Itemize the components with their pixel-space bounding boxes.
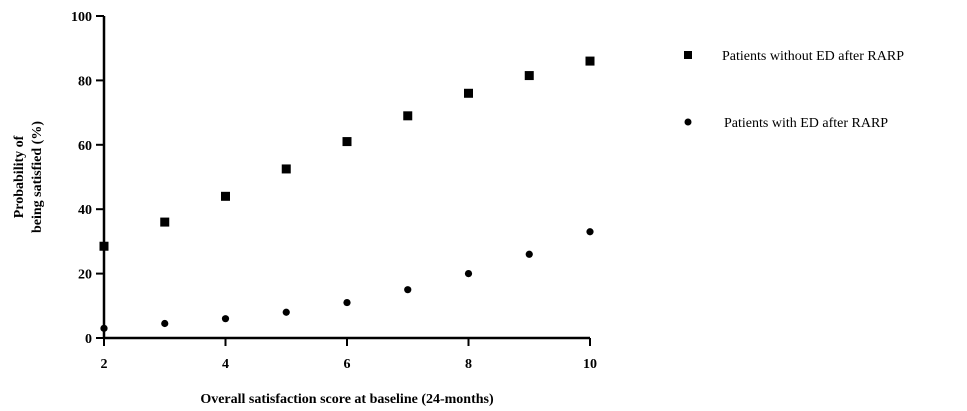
x-tick-label: 6 [344, 357, 351, 372]
point-without-ed [342, 137, 352, 147]
point-without-ed [524, 71, 534, 81]
point-without-ed [160, 217, 170, 227]
point-with-ed [343, 298, 351, 307]
y-axis-title-line-1: Probability of [12, 135, 27, 218]
y-tick-label: 20 [78, 268, 92, 283]
x-tick-label: 2 [101, 357, 108, 372]
point-without-ed [403, 111, 413, 121]
y-tick-label: 60 [78, 139, 92, 154]
x-tick-label: 8 [465, 357, 472, 372]
point-with-ed [282, 308, 290, 316]
legend-marker-square [684, 51, 692, 59]
point-with-ed [221, 315, 230, 323]
point-with-ed [404, 286, 412, 294]
point-with-ed [464, 270, 473, 278]
y-tick-label: 100 [71, 10, 92, 25]
y-tick-label: 40 [78, 203, 92, 218]
y-tick-label: 80 [78, 74, 92, 89]
x-axis-title: Overall satisfaction score at baseline (… [200, 392, 494, 407]
legend-label-with-ed: Patients with ED after RARP [724, 116, 888, 131]
point-without-ed [281, 164, 291, 174]
data-points [99, 56, 595, 332]
point-with-ed [525, 250, 533, 258]
y-tick-label: 0 [85, 332, 92, 347]
point-with-ed [100, 324, 108, 332]
point-without-ed [585, 56, 595, 66]
legend-label-without-ed: Patients without ED after RARP [722, 49, 904, 64]
x-tick-label: 10 [583, 357, 597, 372]
point-with-ed [586, 228, 594, 236]
point-without-ed [464, 88, 473, 98]
legend: Patients without ED after RARP Patients … [684, 49, 904, 131]
y-axis-title-line-2: being satisfied (%) [30, 121, 45, 233]
point-without-ed [99, 241, 109, 251]
point-with-ed [161, 319, 169, 328]
x-tick-label: 4 [222, 357, 229, 372]
axes: 0 20 40 60 80 100 2 4 6 8 10 [71, 10, 597, 372]
legend-marker-circle [684, 118, 692, 126]
point-without-ed [221, 191, 230, 201]
